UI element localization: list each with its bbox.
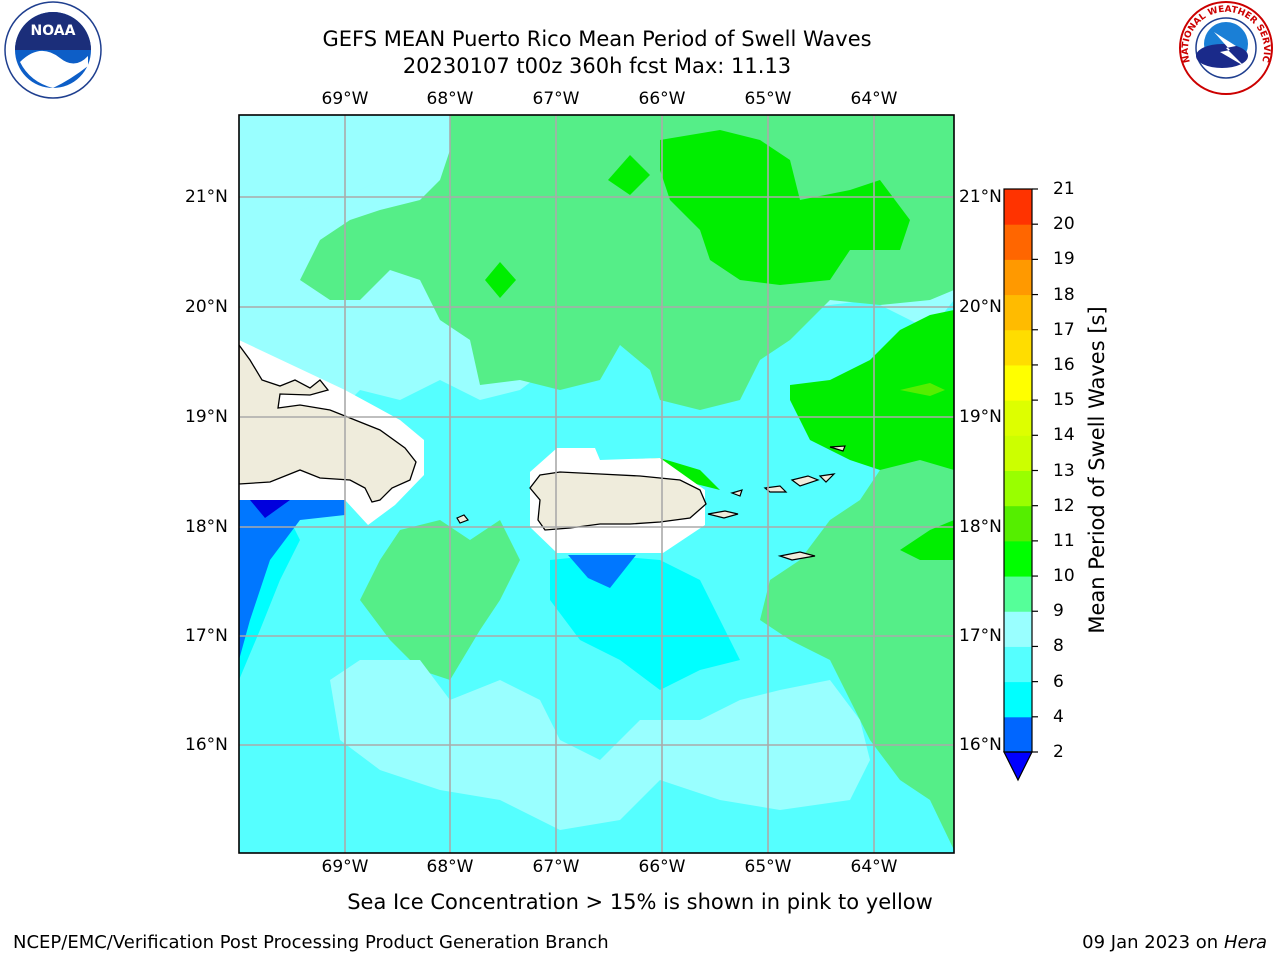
colorbar-segment	[1004, 540, 1032, 577]
colorbar-tick-label: 19	[1053, 249, 1075, 270]
land-st-croix	[777, 551, 816, 561]
colorbar-tick-label: 8	[1053, 636, 1064, 657]
colorbar-segment	[1004, 435, 1032, 471]
chart-subtitle: 20230107 t00z 360h fcst Max: 11.13	[402, 54, 792, 78]
footer-date: 09 Jan 2023 on Hera	[1082, 932, 1267, 953]
footer-date-text: 09 Jan 2023 on	[1082, 932, 1224, 953]
colorbar-label: Mean Period of Swell Waves [s]	[1085, 306, 1109, 634]
field-bright-green-spot	[485, 262, 516, 298]
lon-label-top: 67°W	[532, 89, 580, 109]
lon-label-top: 64°W	[850, 89, 898, 109]
field-green-mid-left	[360, 520, 520, 680]
lat-label-right: 21°N	[959, 187, 1002, 207]
lon-label-bottom: 69°W	[321, 857, 369, 877]
lon-label-bottom: 64°W	[850, 857, 898, 877]
lon-label-bottom: 65°W	[744, 857, 792, 877]
chart-title: GEFS MEAN Puerto Rico Mean Period of Swe…	[322, 27, 872, 51]
field-light-cyan-left	[239, 115, 450, 300]
land-hispaniola	[239, 343, 417, 503]
colorbar-segment	[1004, 224, 1032, 260]
colorbar-tick-label: 6	[1053, 671, 1064, 692]
noaa-logo: NOAA	[4, 1, 102, 99]
colorbar-segment	[1004, 716, 1032, 753]
colorbar-segment	[1004, 329, 1032, 366]
colorbar-tick-label: 20	[1053, 214, 1075, 235]
lat-label-right: 19°N	[959, 407, 1002, 427]
field-lime-spot	[900, 383, 945, 396]
colorbar-tick-label: 9	[1053, 601, 1064, 622]
colorbar-segment	[1004, 470, 1032, 507]
land-anegada	[829, 445, 846, 452]
footer-host: Hera	[1223, 932, 1267, 953]
colorbar-segment	[1004, 259, 1032, 296]
land-culebra	[730, 489, 743, 497]
colorbar-tick-label: 17	[1053, 319, 1075, 340]
lon-label-top: 66°W	[638, 89, 686, 109]
noaa-logo-text: NOAA	[31, 23, 76, 39]
lon-label-bottom: 67°W	[532, 857, 580, 877]
lat-label-right: 17°N	[959, 626, 1002, 646]
field-cyan-center	[550, 555, 740, 690]
field-blue-west	[239, 500, 345, 660]
lon-label-top: 65°W	[744, 89, 792, 109]
lon-label-bottom: 66°W	[638, 857, 686, 877]
colorbar-tick-label: 21	[1053, 179, 1075, 199]
colorbar-segment	[1004, 576, 1032, 612]
lon-label-top: 68°W	[426, 89, 474, 109]
field-bright-green-spot2	[608, 155, 650, 195]
lat-label-left: 19°N	[185, 407, 228, 427]
colorbar-tick-label: 4	[1053, 706, 1064, 727]
graticule	[239, 115, 954, 853]
colorbar-tick-label: 18	[1053, 284, 1075, 305]
colorbar-segment	[1004, 505, 1032, 542]
footer-credit: NCEP/EMC/Verification Post Processing Pr…	[13, 932, 609, 953]
colorbar-segment	[1004, 364, 1032, 401]
lat-label-left: 21°N	[185, 187, 228, 207]
field-bright-green-right	[790, 310, 954, 470]
lat-label-left: 20°N	[185, 297, 228, 317]
colorbar-segment	[1004, 611, 1032, 647]
colorbar-segment	[1004, 189, 1032, 225]
colorbar-tick-label: 12	[1053, 495, 1075, 516]
colorbar-tick-label: 16	[1053, 354, 1075, 375]
colorbar	[1003, 188, 1038, 782]
map-frame	[238, 114, 955, 854]
colorbar-segment	[1004, 646, 1032, 683]
lat-label-left: 16°N	[185, 735, 228, 755]
field-light-cyan-south	[330, 660, 870, 830]
field-deep-blue-west	[250, 500, 290, 518]
colorbar-tick-label: 13	[1053, 460, 1075, 481]
lat-label-left: 18°N	[185, 517, 228, 537]
colorbar-tick-label: 11	[1053, 530, 1075, 551]
field-green-right	[760, 300, 954, 850]
lon-label-top: 69°W	[321, 89, 369, 109]
field-bright-green-se	[900, 520, 954, 560]
colorbar-tick-label: 14	[1053, 425, 1075, 446]
field-blue-pr-south	[568, 555, 636, 588]
land-islet-mona	[456, 514, 469, 524]
field-bright-green-top	[660, 130, 910, 285]
land-vieques	[707, 510, 739, 519]
lon-label-bottom: 68°W	[426, 857, 474, 877]
colorbar-tick-label: 15	[1053, 390, 1075, 411]
swell-period-field	[239, 115, 954, 853]
sea-ice-note: Sea Ice Concentration > 15% is shown in …	[347, 890, 933, 914]
colorbar-tick-label: 2	[1053, 742, 1064, 762]
colorbar-segment	[1004, 681, 1032, 718]
colorbar-segment	[1004, 400, 1032, 436]
colorbar-extend-triangle	[1003, 751, 1033, 782]
lat-label-right: 20°N	[959, 297, 1002, 317]
colorbar-tick-label: 10	[1053, 566, 1075, 587]
lat-label-right: 16°N	[959, 735, 1002, 755]
lat-label-left: 17°N	[185, 626, 228, 646]
colorbar-segment	[1004, 294, 1032, 331]
lat-label-right: 18°N	[959, 517, 1002, 537]
